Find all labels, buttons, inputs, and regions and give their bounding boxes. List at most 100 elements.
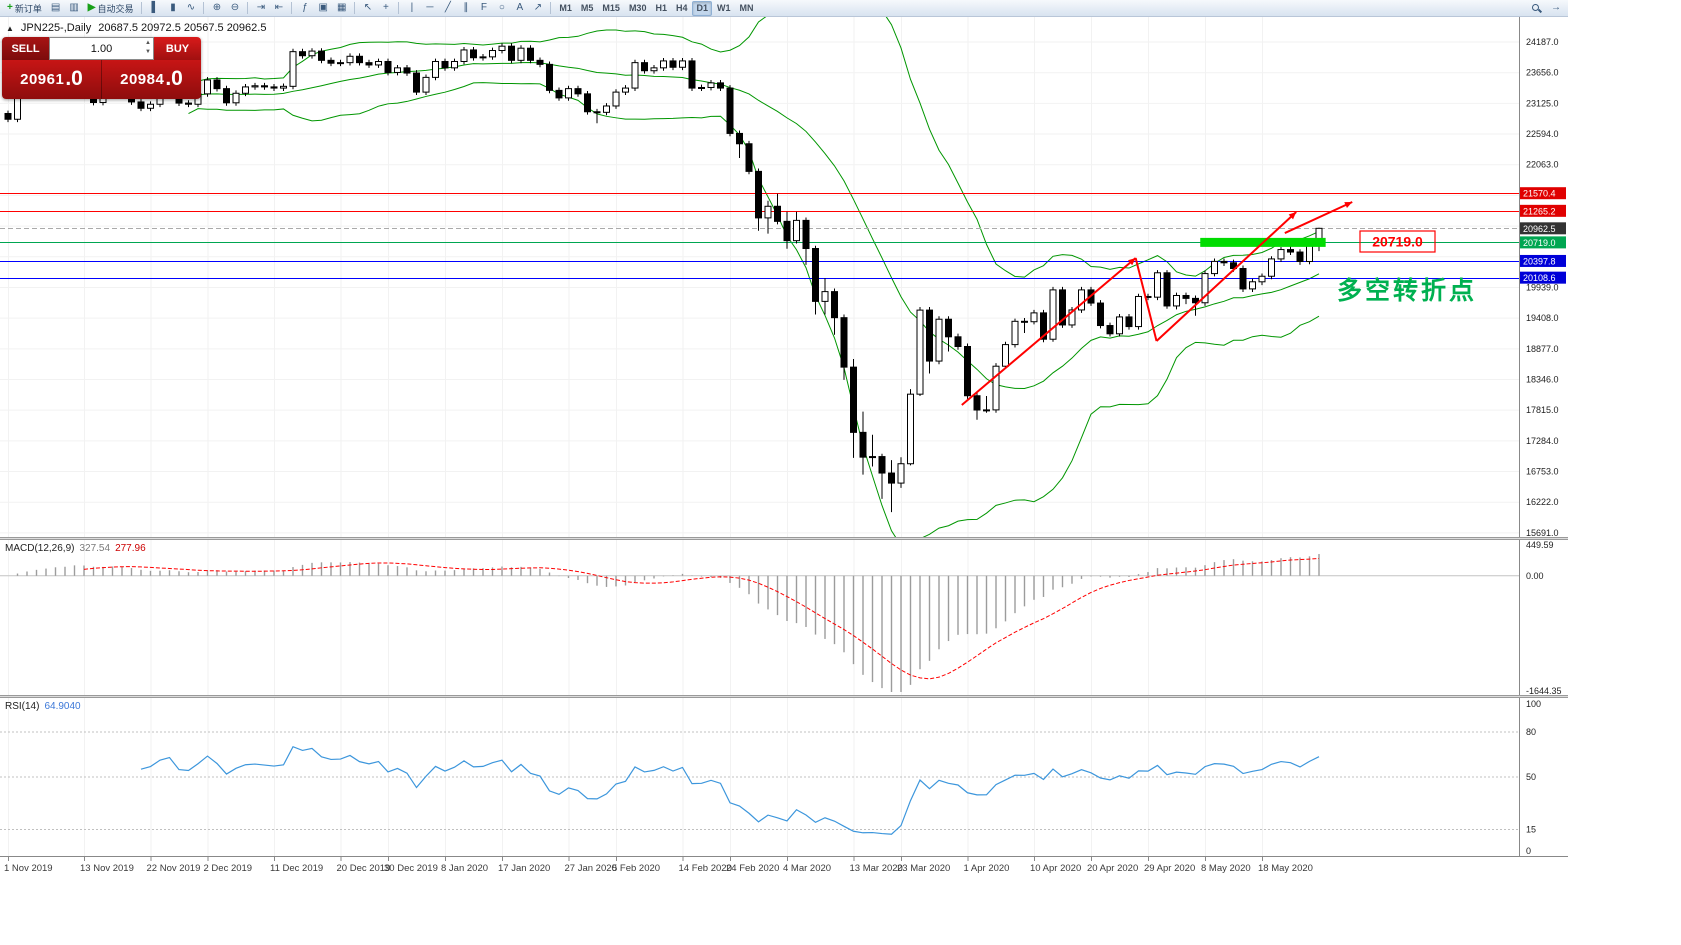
price-tag-21570.4 — [1520, 187, 1566, 200]
chart-shift-button[interactable]: ⇤ — [270, 1, 287, 16]
templates-button[interactable]: ▦ — [333, 1, 350, 16]
time-axis[interactable]: 1 Nov 2019 13 Nov 2019 22 Nov 2019 2 Dec 20… — [0, 856, 1568, 875]
sell-price-pips: .0 — [65, 66, 83, 90]
toolbar-separator — [247, 2, 249, 14]
bar-chart-mode-icon: ▌ — [151, 2, 159, 13]
svg-text:0.00: 0.00 — [1526, 571, 1544, 581]
timeframe-m30-button[interactable]: M30 — [625, 1, 651, 16]
equidistant-channel-button[interactable]: ∥ — [457, 1, 474, 16]
zoom-out-button[interactable]: ⊖ — [226, 1, 243, 16]
svg-text:20108.6: 20108.6 — [1523, 273, 1556, 283]
svg-text:17284.0: 17284.0 — [1526, 436, 1559, 446]
trendline-button[interactable]: ╱ — [439, 1, 456, 16]
zoom-in-button[interactable]: ⊕ — [208, 1, 225, 16]
svg-text:5 Feb 2020: 5 Feb 2020 — [612, 863, 660, 874]
candlestick-mode-icon: ▮ — [170, 2, 176, 13]
sell-button[interactable]: SELL — [2, 37, 49, 60]
profiles-icon: ▥ — [69, 2, 79, 13]
profiles-button[interactable]: ▥ — [65, 1, 82, 16]
cursor-button[interactable]: ↖ — [359, 1, 376, 16]
svg-text:22 Nov 2019: 22 Nov 2019 — [147, 863, 201, 874]
vertical-line-button[interactable]: | — [403, 1, 420, 16]
trade-panel-controls: SELL 1.00 ▲ ▼ BUY — [2, 37, 201, 60]
price-scale[interactable]: 24187.0 23656.0 23125.0 22594.0 22063.0 19939… — [1519, 17, 1568, 882]
pane-separators[interactable] — [0, 537, 1568, 698]
svg-text:23125.0: 23125.0 — [1526, 98, 1559, 108]
svg-text:10 Apr 2020: 10 Apr 2020 — [1030, 863, 1081, 874]
auto-scroll-button[interactable]: ⇥ — [252, 1, 269, 16]
spinner-down-icon[interactable]: ▼ — [145, 49, 151, 55]
periods-button[interactable]: ▣ — [314, 1, 331, 16]
timeframe-m15-button[interactable]: M15 — [598, 1, 624, 16]
toolbar-separator — [203, 2, 205, 14]
svg-text:17 Jan 2020: 17 Jan 2020 — [498, 863, 550, 874]
one-click-trading-panel: SELL 1.00 ▲ ▼ BUY 20961 .0 20984 .0 — [2, 37, 201, 99]
svg-text:29 Apr 2020: 29 Apr 2020 — [1144, 863, 1195, 874]
chart-title: ▲ JPN225-,Daily 20687.5 20972.5 20567.5 … — [6, 22, 266, 34]
cursor-icon: ↖ — [363, 2, 373, 13]
timeframe-m30-label: M30 — [628, 3, 647, 13]
timeframe-mn-button[interactable]: MN — [736, 1, 758, 16]
timeframe-m5-button[interactable]: M5 — [577, 1, 598, 16]
bollinger-upper-band — [188, 17, 1320, 278]
svg-text:100: 100 — [1526, 699, 1541, 709]
search-icon — [1531, 3, 1542, 14]
timeframe-w1-button[interactable]: W1 — [713, 1, 735, 16]
indicators-button[interactable]: ƒ — [296, 1, 313, 16]
shapes-button[interactable]: ○ — [493, 1, 510, 16]
line-chart-mode-button[interactable]: ∿ — [182, 1, 199, 16]
macd-indicator-label: MACD(12,26,9) 327.54 277.96 — [5, 543, 146, 554]
svg-text:0: 0 — [1526, 846, 1531, 856]
sell-price-main: 20961 — [20, 71, 65, 88]
volume-spinner[interactable]: ▲ ▼ — [145, 39, 151, 57]
templates-icon: ▦ — [336, 2, 347, 13]
svg-text:13 Mar 2020: 13 Mar 2020 — [850, 863, 903, 874]
search-button[interactable] — [1527, 1, 1546, 16]
svg-text:17815.0: 17815.0 — [1526, 405, 1559, 415]
chart-window-button[interactable]: ▤ — [47, 1, 64, 16]
price-tag-20397.8 — [1520, 254, 1566, 267]
svg-text:-1644.35: -1644.35 — [1526, 686, 1562, 696]
timeframe-h1-button[interactable]: H1 — [651, 1, 671, 16]
buy-price-main: 20984 — [120, 71, 165, 88]
macd-value: 327.54 — [79, 543, 111, 554]
projection-arrow — [1284, 201, 1353, 234]
rsi-line — [140, 745, 1320, 835]
timeframe-m1-label: M1 — [559, 3, 572, 13]
buy-button[interactable]: BUY — [154, 37, 201, 60]
sell-price[interactable]: 20961 .0 — [2, 60, 102, 99]
timeframe-m1-button[interactable]: M1 — [555, 1, 576, 16]
text-tool-button[interactable]: A — [511, 1, 528, 16]
fibonacci-button[interactable]: F — [475, 1, 492, 16]
timeframe-d1-button[interactable]: D1 — [692, 0, 712, 16]
line-chart-mode-icon: ∿ — [186, 2, 196, 13]
price-tag-20108.6 — [1520, 271, 1566, 284]
bar-chart-mode-button[interactable]: ▌ — [146, 1, 163, 16]
timeframe-h1-label: H1 — [655, 3, 667, 13]
chart-shift-icon: ⇤ — [274, 2, 284, 13]
auto-scroll-icon: ⇥ — [256, 2, 266, 13]
one-click-collapse-icon[interactable]: ▲ — [6, 23, 14, 33]
scroll-to-end-button[interactable]: → — [1547, 1, 1565, 16]
auto-trading-button[interactable]: ▶ 自动交易 — [84, 1, 138, 16]
price-tag-20719.0 — [1520, 236, 1566, 249]
svg-text:15: 15 — [1526, 825, 1536, 835]
svg-text:23 Mar 2020: 23 Mar 2020 — [897, 863, 950, 874]
new-order-button[interactable]: + 新订单 — [3, 1, 46, 16]
spinner-up-icon[interactable]: ▲ — [145, 40, 151, 46]
horizontal-line-button[interactable]: ─ — [421, 1, 438, 16]
chart-canvas[interactable]: 20719.0 多空转折点 24187.0 23656.0 23125.0 22594.0… — [0, 0, 1568, 945]
macd-signal-line — [83, 558, 1320, 680]
svg-text:20962.5: 20962.5 — [1523, 224, 1556, 234]
arrow-tool-button[interactable]: ↗ — [529, 1, 546, 16]
svg-text:4 Mar 2020: 4 Mar 2020 — [783, 863, 831, 874]
volume-input[interactable]: 1.00 ▲ ▼ — [49, 37, 154, 60]
candlestick-mode-button[interactable]: ▮ — [164, 1, 181, 16]
rsi-value: 64.9040 — [44, 701, 81, 712]
buy-price[interactable]: 20984 .0 — [102, 60, 201, 99]
svg-text:20719.0: 20719.0 — [1523, 238, 1556, 248]
crosshair-button[interactable]: + — [377, 1, 394, 16]
indicators-icon: ƒ — [302, 2, 308, 13]
timeframe-h4-button[interactable]: H4 — [672, 1, 692, 16]
buy-price-pips: .0 — [165, 66, 183, 90]
